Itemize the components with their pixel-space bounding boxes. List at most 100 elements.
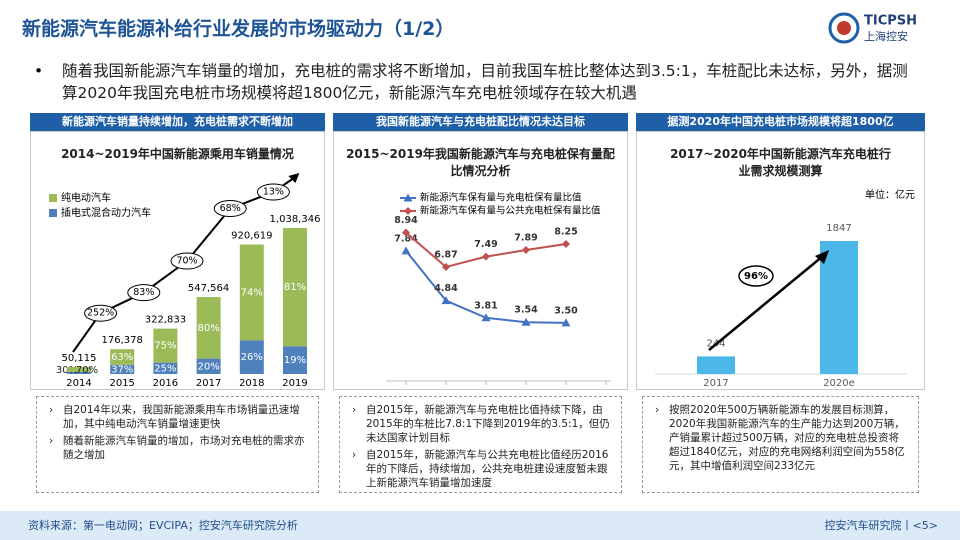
legend-label: 新能源汽车保有量与充电桩保有量比值 <box>420 192 582 204</box>
legend-marker <box>403 193 413 202</box>
x-tick-label: 2016 <box>153 378 178 389</box>
growth-label: 252% <box>87 308 114 319</box>
segment-label: 81% <box>284 282 306 293</box>
point <box>402 228 410 237</box>
total-label: 920,619 <box>231 231 272 242</box>
chart: 纯电动汽车插电式混合动力汽车30%70%50,115201437%63%176,… <box>49 173 321 389</box>
arrow-head <box>288 173 300 183</box>
logo-ring <box>828 12 860 44</box>
value-label: 7.49 <box>474 239 497 250</box>
summary: 随着我国新能源汽车销量的增加，充电桩的需求将不断增加，目前我国车桩比整体达到3.… <box>62 62 908 102</box>
total-label: 176,378 <box>102 335 143 346</box>
point <box>481 313 491 322</box>
point <box>442 262 450 271</box>
logo-sub: 上海控安 <box>864 29 908 43</box>
note: 自2015年，新能源汽车与充电桩比值持续下降，由2015年的车桩比7.8:1下降… <box>348 403 611 445</box>
growth-label: 13% <box>263 187 284 198</box>
notes: 自2014年以来，我国新能源乘用车市场销量迅速增加，其中纯电动汽车销量增速更快随… <box>36 396 319 493</box>
footer-bar <box>0 511 960 540</box>
growth-label: 96% <box>744 271 768 282</box>
chart: 201520162017201820192020新能源汽车保有量与充电桩保有量比… <box>386 192 611 385</box>
value-label: 8.94 <box>394 215 418 226</box>
legend-marker <box>404 207 412 215</box>
x-tick-label: 2019 <box>282 378 307 389</box>
logo-core <box>837 21 851 35</box>
point <box>401 246 411 255</box>
value-label: 3.50 <box>554 305 578 316</box>
chart-area: 2015~2019年我国新能源汽车与充电桩保有量配比情况分析 201520162… <box>333 131 628 390</box>
growth-badge <box>256 183 290 201</box>
x-tick-label: 2020e <box>823 378 855 389</box>
segment-label: 19% <box>284 355 306 366</box>
chart-area: 2017~2020年中国新能源汽车充电桩行业需求规模测算 单位：亿元244201… <box>636 131 925 390</box>
slide-title: 新能源汽车能源补给行业发展的市场驱动力（1/2） <box>22 18 455 40</box>
legend-label: 插电式混合动力汽车 <box>61 206 151 219</box>
x-tick-label: 2015 <box>109 378 134 389</box>
value-label: 3.81 <box>474 300 497 311</box>
point <box>562 240 570 249</box>
chart-title: 2017~2020年中国新能源汽车充电桩行业需求规模测算 <box>670 147 891 178</box>
segment-label: 80% <box>197 323 219 334</box>
bar-segment <box>67 366 91 372</box>
growth-arrow <box>708 255 824 351</box>
bar-segment <box>110 364 135 374</box>
line <box>405 250 567 324</box>
segment-label: 20% <box>197 361 219 372</box>
panel-heading: 据测2020年中国充电桩市场规模将超1800亿 <box>636 113 925 131</box>
segment-label: 26% <box>241 352 263 363</box>
source: 资料来源：第一电动网；EVCIPA；控安汽车研究院分析 <box>28 519 298 532</box>
growth-badge <box>213 200 247 218</box>
chart: 单位：亿元244201718472020e96% <box>655 188 915 389</box>
segment-label: 74% <box>241 287 263 298</box>
bar-segment <box>239 244 264 341</box>
growth-label: 83% <box>133 287 154 298</box>
value-label: 3.54 <box>514 305 538 316</box>
legend-swatch <box>49 209 57 217</box>
arrow-head <box>815 250 829 264</box>
note: 自2014年以来，我国新能源乘用车市场销量迅速增加，其中纯电动汽车销量增速更快 <box>45 403 308 431</box>
segment-label: 70% <box>76 365 98 376</box>
growth-badge <box>170 252 204 270</box>
bar-segment <box>110 349 135 365</box>
segment-label: 75% <box>154 341 176 352</box>
value-label: 8.25 <box>554 227 577 238</box>
total-label: 322,833 <box>145 315 186 326</box>
growth-badge <box>127 284 161 302</box>
bar-segment <box>283 228 307 347</box>
page-number: 控安汽车研究院丨<5> <box>824 519 938 532</box>
point <box>482 252 490 261</box>
legend-label: 新能源汽车保有量与公共充电桩保有量比值 <box>420 205 601 217</box>
note: 随着新能源汽车销量的增加，市场对充电桩的需求亦随之增加 <box>45 434 308 462</box>
value-label: 1847 <box>826 223 851 234</box>
bar-segment <box>153 328 178 363</box>
bar-segment <box>196 297 221 359</box>
x-tick-label: 2017 <box>703 378 728 389</box>
note: 自2015年，新能源汽车与公共充电桩比值经历2016年的下降后，持续增加，公共充… <box>348 448 611 490</box>
bar-segment <box>283 346 307 374</box>
value-label: 4.84 <box>434 283 458 294</box>
x-tick-label: 2014 <box>66 378 91 389</box>
value-label: 7.89 <box>514 233 537 244</box>
chart-title: 2014~2019年中国新能源乘用车销量情况 <box>61 147 294 161</box>
value-label: 7.84 <box>394 233 418 244</box>
unit-label: 单位：亿元 <box>865 188 915 201</box>
total-label: 1,038,346 <box>270 214 321 225</box>
total-label: 547,564 <box>188 283 229 294</box>
growth-label: 70% <box>176 256 197 267</box>
total-label: 50,115 <box>62 353 97 364</box>
notes: 自2015年，新能源汽车与充电桩比值持续下降，由2015年的车桩比7.8:1下降… <box>339 396 622 493</box>
growth-badge <box>738 265 774 287</box>
bullet: • <box>34 62 44 80</box>
bar <box>820 241 858 374</box>
x-tick-label: 2017 <box>196 378 221 389</box>
panel-heading: 新能源汽车销量持续增加，充电桩需求不断增加 <box>30 113 325 131</box>
chart-area: 2014~2019年中国新能源乘用车销量情况 纯电动汽车插电式混合动力汽车30%… <box>30 131 325 390</box>
point <box>441 296 451 305</box>
growth-badge <box>84 304 118 322</box>
legend-swatch <box>49 194 57 202</box>
bar-segment <box>153 362 178 374</box>
notes: 按照2020年500万辆新能源车的发展目标测算，2020年我国新能源汽车的生产能… <box>642 396 919 493</box>
panel-heading: 我国新能源汽车与充电桩配比情况未达目标 <box>333 113 628 131</box>
bar <box>697 356 735 374</box>
